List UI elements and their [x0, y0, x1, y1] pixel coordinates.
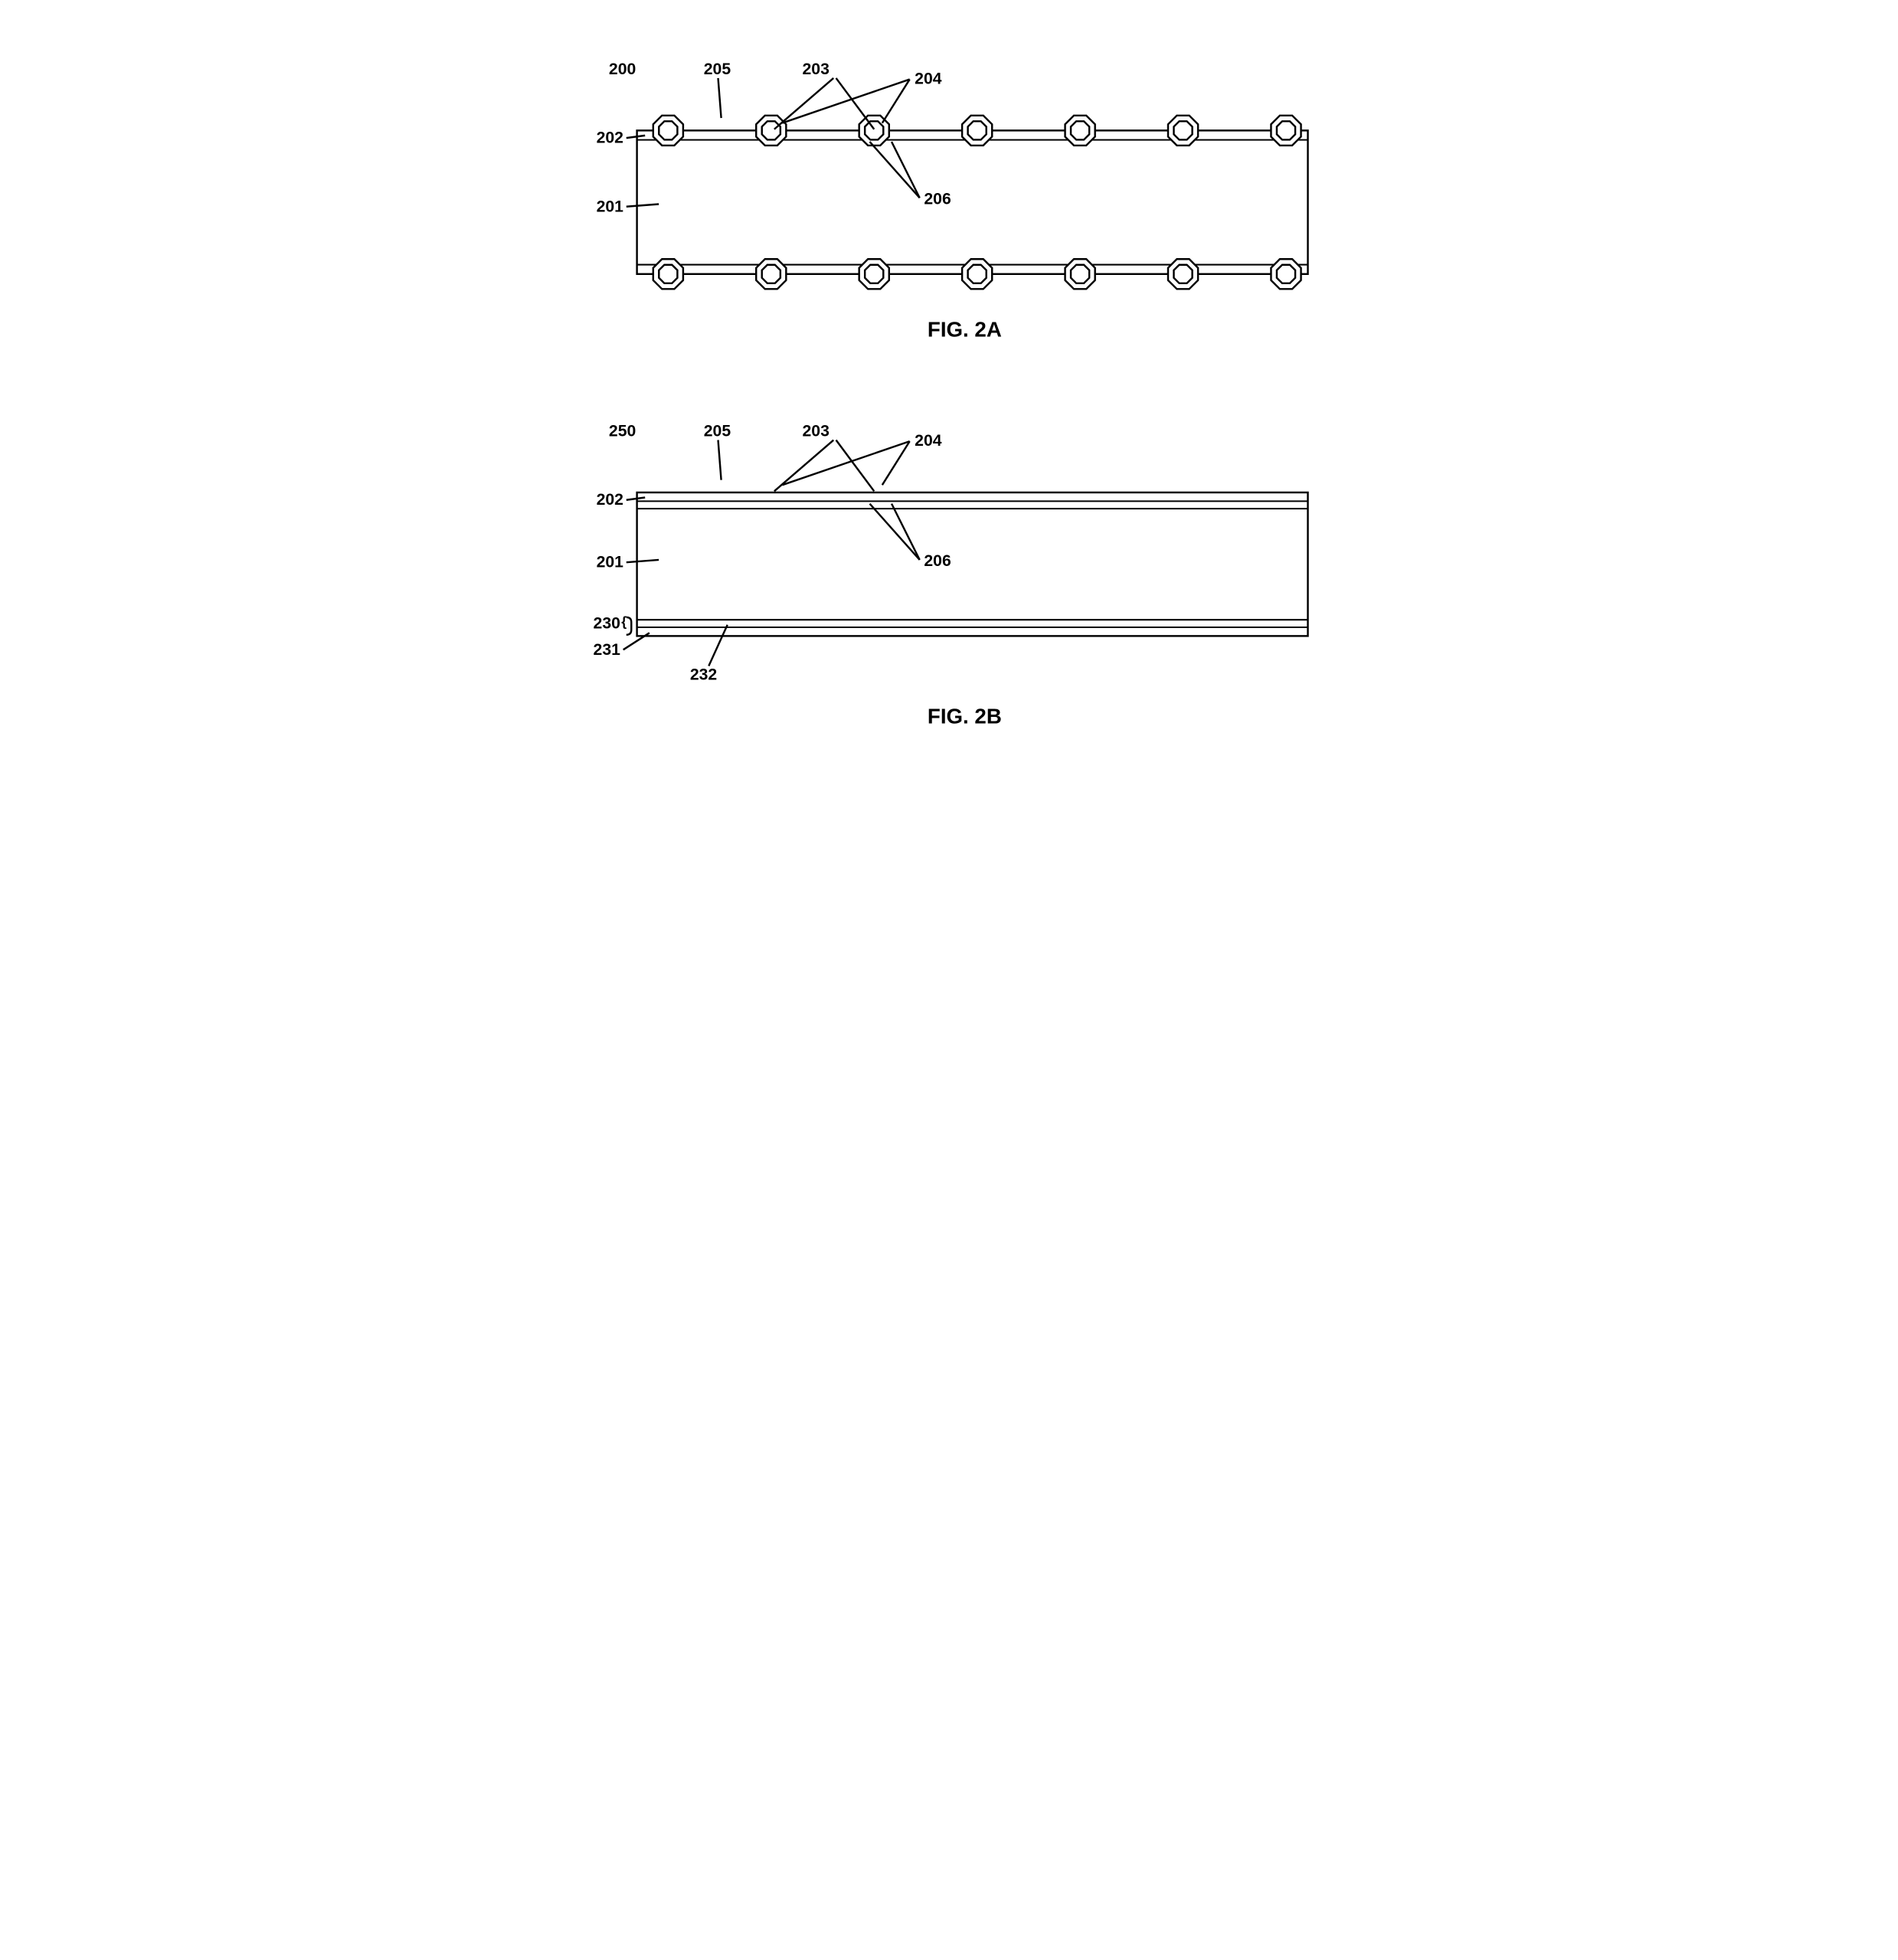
label-205: 205 [704, 61, 731, 78]
caption-2a: FIG. 2A [928, 317, 1002, 341]
label-231: 231 [594, 641, 621, 659]
label-202-b: 202 [597, 491, 623, 509]
fig-2b: 250 205 203 204 202 201 206 230 { 231 23… [594, 423, 1308, 728]
octagon-inner [659, 121, 677, 139]
label-201: 201 [597, 198, 624, 215]
body-201-b [637, 492, 1308, 636]
label-201-b: 201 [597, 554, 624, 571]
label-200: 200 [609, 61, 636, 78]
octagon-inner [1071, 265, 1089, 283]
octagon-inner [968, 265, 987, 283]
label-203-b: 203 [803, 423, 830, 440]
label-250: 250 [609, 423, 636, 440]
svg-text:{: { [621, 614, 627, 629]
body-201 [637, 130, 1308, 273]
octagon-inner [1173, 121, 1192, 139]
label-232: 232 [690, 666, 717, 683]
label-202: 202 [597, 129, 623, 147]
label-203: 203 [803, 61, 830, 78]
octagon-inner [968, 121, 987, 139]
octagon-inner [762, 265, 780, 283]
octagon-inner [659, 265, 677, 283]
octagon-inner [1071, 121, 1089, 139]
caption-2b: FIG. 2B [928, 704, 1002, 728]
octagon-inner [1277, 265, 1295, 283]
patent-figure: 200 205 203 204 202 201 206 FIG. 2A 250 [528, 31, 1370, 905]
octagon-inner [865, 265, 883, 283]
octagon-inner [1173, 265, 1192, 283]
fig-2a: 200 205 203 204 202 201 206 FIG. 2A [597, 61, 1308, 341]
octagon-inner [865, 121, 883, 139]
label-204-b: 204 [915, 432, 942, 450]
label-204: 204 [915, 70, 942, 87]
octagon-inner [1277, 121, 1295, 139]
label-230: 230 [594, 615, 620, 633]
label-206-b: 206 [924, 552, 951, 570]
octagon-inner [762, 121, 780, 139]
label-206: 206 [924, 191, 951, 208]
label-205-b: 205 [704, 423, 731, 440]
